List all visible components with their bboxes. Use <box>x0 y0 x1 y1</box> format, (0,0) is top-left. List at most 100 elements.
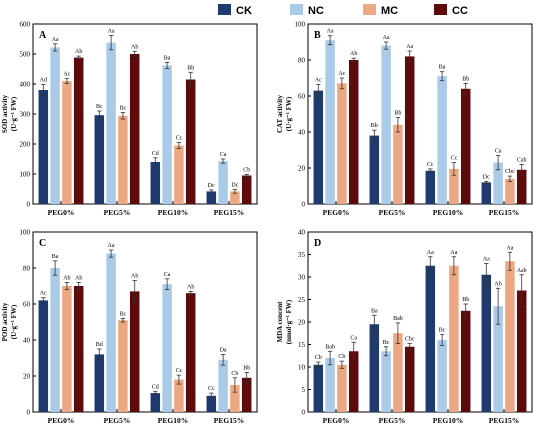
bar-mc <box>505 261 515 412</box>
significance-label: Aa <box>327 29 334 35</box>
significance-label: Bb <box>187 65 194 71</box>
bar-nc <box>493 306 503 412</box>
error-bar <box>316 83 321 98</box>
bar-nc <box>325 358 335 412</box>
y-tick-label: 40 <box>298 129 306 137</box>
bar-mc <box>393 333 403 412</box>
y-tick-label: 80 <box>23 265 31 273</box>
x-tick-label: PEG5% <box>104 416 131 425</box>
error-bar <box>97 348 102 361</box>
bar-nc <box>381 45 391 204</box>
error-bar <box>209 392 214 399</box>
bar-mc <box>62 286 72 412</box>
bar-cc <box>73 57 84 204</box>
error-bar <box>64 78 70 84</box>
x-tick-label: PEG15% <box>214 416 244 425</box>
bar-mc <box>174 145 184 204</box>
significance-label: Ca <box>495 148 502 154</box>
error-bar <box>439 334 445 346</box>
bar-ck <box>369 135 380 204</box>
error-bar <box>351 57 356 63</box>
error-bar <box>120 317 126 323</box>
error-bar <box>176 374 182 385</box>
significance-label: Ab <box>63 275 70 281</box>
error-bar <box>132 280 137 303</box>
error-bar <box>244 371 249 384</box>
bar-nc <box>218 161 228 204</box>
significance-label: Aa <box>383 35 390 41</box>
bar-ck <box>94 115 105 204</box>
error-bar <box>209 189 214 194</box>
y-tick-label: 100 <box>20 171 31 179</box>
significance-label: Aab <box>517 268 527 274</box>
bar-cc <box>185 79 196 204</box>
error-bar <box>484 263 489 287</box>
error-bar <box>327 350 333 366</box>
y-axis-label: SOD activity(U·g⁻¹ FW) <box>1 94 18 133</box>
bar-cc <box>516 169 527 204</box>
bar-cc <box>241 377 252 412</box>
significance-label: Ad <box>40 78 47 84</box>
error-bar <box>164 278 170 291</box>
significance-label: Bc <box>439 328 446 334</box>
significance-label: Ab <box>131 44 138 50</box>
error-bar <box>372 129 377 142</box>
bar-mc <box>505 178 515 204</box>
significance-label: Ab <box>350 51 357 57</box>
panel-b: 0 20 40 60 80 100 CAT activity(U·g⁻¹ FW) B PEG0%… <box>276 21 533 217</box>
error-bar <box>339 77 345 90</box>
bar-mc <box>337 83 347 204</box>
bar-ck <box>94 354 105 412</box>
x-tick-label: PEG0% <box>48 208 75 217</box>
significance-label: Aa <box>450 250 457 256</box>
bar-nc <box>493 162 503 204</box>
panel-letter: A <box>39 30 47 41</box>
error-bar <box>407 343 412 351</box>
axes-frame <box>32 231 258 413</box>
legend: CK NC MC CC <box>218 4 468 17</box>
bar-nc <box>162 284 172 412</box>
bar-mc <box>230 385 240 412</box>
significance-label: Ac <box>315 77 322 83</box>
error-bar <box>164 62 170 69</box>
error-bar <box>132 50 137 58</box>
significance-label: Bb <box>462 297 469 303</box>
error-bar <box>439 71 445 82</box>
bar-ck <box>150 393 161 412</box>
error-bar <box>52 43 58 52</box>
significance-label: Bab <box>393 316 403 322</box>
significance-label: Aa <box>483 257 490 263</box>
error-bar <box>220 158 226 164</box>
bar-ck <box>206 395 217 412</box>
significance-label: Ac <box>63 72 70 78</box>
y-tick-label: 40 <box>23 337 31 345</box>
bar-mc <box>393 124 403 204</box>
significance-label: Ab <box>187 284 194 290</box>
error-bar <box>383 41 389 50</box>
significance-label: Aa <box>406 44 413 50</box>
significance-label: Ab <box>75 275 82 281</box>
significance-label: Ba <box>164 55 171 61</box>
error-bar <box>153 157 158 167</box>
y-tick-label: 0 <box>27 409 31 417</box>
y-tick-label: 30 <box>298 274 306 282</box>
bar-cc <box>129 291 140 412</box>
error-bar <box>97 110 102 120</box>
significance-label: Ab <box>131 274 138 280</box>
error-bar <box>451 162 457 176</box>
error-bar <box>153 390 158 396</box>
significance-label: Ca <box>220 152 227 158</box>
bar-cc <box>73 286 84 412</box>
error-bar <box>327 35 333 46</box>
panel-letter: D <box>314 238 321 249</box>
bar-cc <box>460 310 471 412</box>
bar-ck <box>38 90 49 204</box>
significance-label: Ba <box>439 65 446 71</box>
bar-ck <box>369 324 380 412</box>
y-tick-label: 500 <box>20 51 31 59</box>
x-tick-label: PEG0% <box>48 416 75 425</box>
error-bar <box>507 251 513 271</box>
bar-cc <box>348 60 359 204</box>
significance-label: Bc <box>120 311 127 317</box>
